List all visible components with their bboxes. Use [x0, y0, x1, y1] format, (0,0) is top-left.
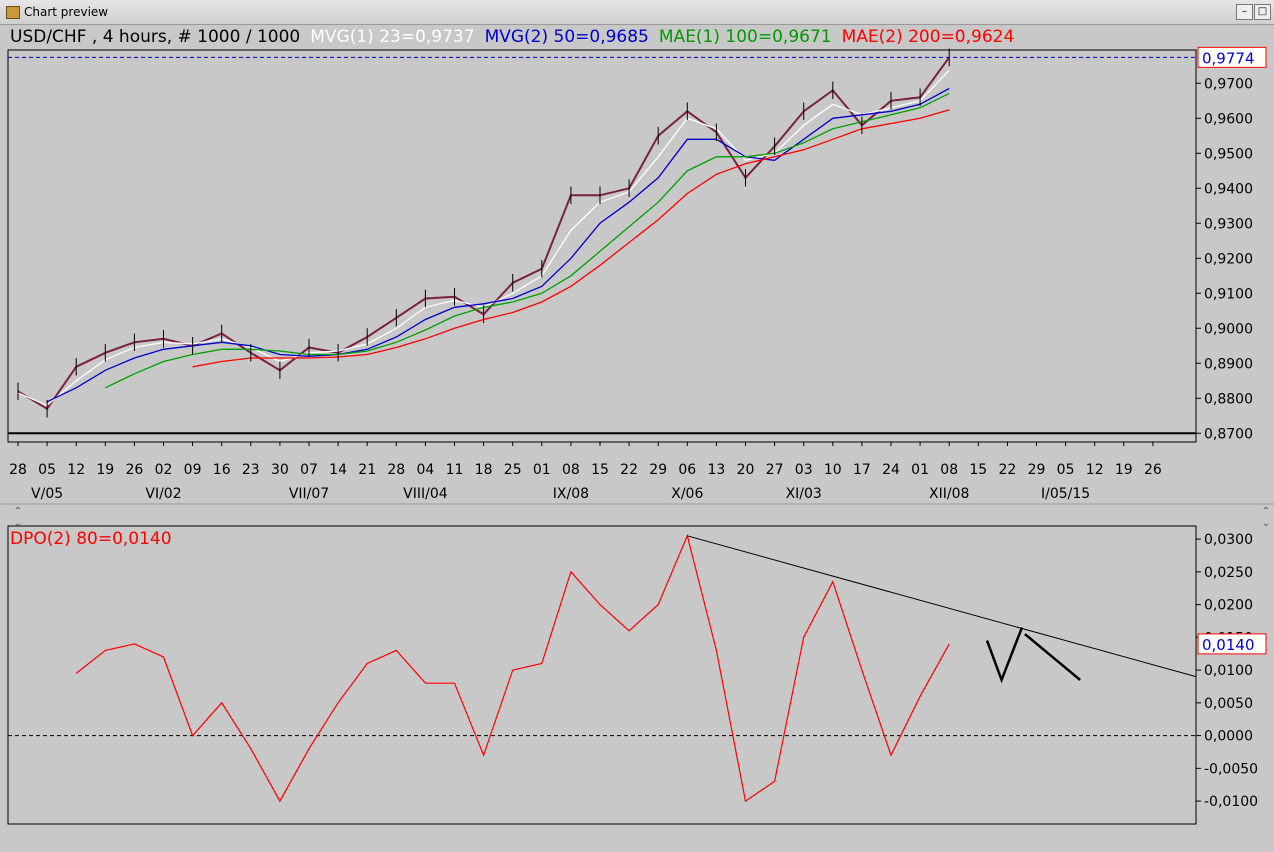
- minimize-button[interactable]: –: [1236, 4, 1253, 20]
- app-icon: [6, 6, 20, 19]
- collapse-up-icon: ⌃: [1262, 506, 1270, 517]
- x-month-tick-label: XII/08: [929, 486, 969, 502]
- x-day-tick-label: 25: [504, 462, 522, 478]
- x-month-tick-label: VII/07: [289, 486, 329, 502]
- x-month-tick-label: VIII/04: [403, 486, 448, 502]
- mae1-line: [105, 92, 950, 389]
- dpo-y-tick-label: 0,0000: [1204, 729, 1253, 745]
- dpo-y-tick-label: 0,0300: [1204, 532, 1253, 548]
- x-day-tick-label: 22: [620, 462, 638, 478]
- x-day-tick-label: 18: [475, 462, 493, 478]
- x-day-tick-label: 20: [737, 462, 755, 478]
- x-day-tick-label: 12: [67, 462, 85, 478]
- current-dpo-label: 0,0140: [1202, 636, 1255, 654]
- current-dpo-box: [1197, 633, 1267, 655]
- x-day-tick-label: 08: [562, 462, 580, 478]
- x-day-tick-label: 07: [300, 462, 318, 478]
- price-legend-item: USD/CHF , 4 hours, # 1000 / 1000: [10, 27, 300, 47]
- x-day-tick-label: 06: [678, 462, 696, 478]
- price-y-tick-label: 0,9400: [1204, 181, 1253, 197]
- dpo-legend: DPO(2) 80=0,0140: [10, 529, 172, 549]
- collapse-down-icon: ⌄: [14, 518, 22, 529]
- price-legend-item: MAE(1) 100=0,9671: [659, 27, 832, 47]
- x-day-tick-label: 03: [795, 462, 813, 478]
- x-month-tick-label: VI/02: [145, 486, 181, 502]
- mae2-line: [192, 109, 950, 368]
- price-y-tick-label: 0,8900: [1204, 356, 1253, 372]
- x-day-tick-label: 09: [184, 462, 202, 478]
- x-month-tick-label: IX/08: [553, 486, 589, 502]
- x-day-tick-label: 10: [824, 462, 842, 478]
- x-day-tick-label: 29: [649, 462, 667, 478]
- projection-stroke: [1024, 633, 1081, 681]
- price-y-tick-label: 0,8700: [1204, 426, 1253, 442]
- chart-canvas[interactable]: ⌃⌄⌃⌄USD/CHF , 4 hours, # 1000 / 1000 MVG(…: [0, 24, 1274, 852]
- x-month-tick-label: XI/03: [786, 486, 822, 502]
- current-price-box: [1197, 46, 1267, 68]
- x-month-tick-label: I/05/15: [1041, 486, 1090, 502]
- x-day-tick-label: 01: [911, 462, 929, 478]
- x-day-tick-label: 24: [882, 462, 900, 478]
- x-day-tick-label: 08: [940, 462, 958, 478]
- mvg2-line: [46, 87, 950, 403]
- price-legend-item: MAE(2) 200=0,9624: [842, 27, 1015, 47]
- price-y-tick-label: 0,9200: [1204, 251, 1253, 267]
- dpo-y-tick-label: 0,0050: [1204, 696, 1253, 712]
- x-day-tick-label: 17: [853, 462, 871, 478]
- x-day-tick-label: 23: [242, 462, 260, 478]
- x-day-tick-label: 04: [416, 462, 434, 478]
- dpo-plot-area: [7, 525, 1197, 825]
- x-day-tick-label: 21: [358, 462, 376, 478]
- x-day-tick-label: 01: [533, 462, 551, 478]
- collapse-up-icon: ⌃: [14, 506, 22, 517]
- x-day-tick-label: 05: [38, 462, 56, 478]
- dpo-y-tick-label: -0,0100: [1204, 794, 1258, 810]
- window-titlebar: Chart preview – □: [0, 0, 1274, 25]
- x-day-tick-label: 27: [766, 462, 784, 478]
- dpo-y-tick-label: -0,0050: [1204, 761, 1258, 777]
- price-legend-item: MVG(2) 50=0,9685: [485, 27, 649, 47]
- price-y-tick-label: 0,9000: [1204, 321, 1253, 337]
- price-y-tick-label: 0,9600: [1204, 111, 1253, 127]
- price-y-tick-label: 0,9300: [1204, 216, 1253, 232]
- price-points: [17, 48, 950, 418]
- price-plot-area: [7, 49, 1197, 443]
- price-y-tick-label: 0,9500: [1204, 146, 1253, 162]
- price-y-tick-label: 0,9100: [1204, 286, 1253, 302]
- x-day-tick-label: 26: [125, 462, 143, 478]
- x-day-tick-label: 15: [969, 462, 987, 478]
- x-month-tick-label: X/06: [671, 486, 703, 502]
- x-day-tick-label: 28: [387, 462, 405, 478]
- x-day-tick-label: 14: [329, 462, 347, 478]
- maximize-button[interactable]: □: [1254, 4, 1271, 20]
- trend-line: [687, 535, 1197, 678]
- projection-stroke: [985, 627, 1024, 684]
- window-title: Chart preview: [24, 5, 109, 19]
- x-day-tick-label: 05: [1057, 462, 1075, 478]
- x-day-tick-label: 30: [271, 462, 289, 478]
- x-month-tick-label: V/05: [31, 486, 63, 502]
- dpo-y-tick-label: 0,0100: [1204, 663, 1253, 679]
- x-day-tick-label: 02: [155, 462, 173, 478]
- x-day-tick-label: 19: [1115, 462, 1133, 478]
- x-day-tick-label: 28: [9, 462, 27, 478]
- collapse-down-icon: ⌄: [1262, 518, 1270, 529]
- x-day-tick-label: 11: [446, 462, 464, 478]
- x-day-tick-label: 26: [1144, 462, 1162, 478]
- price-y-tick-label: 0,9700: [1204, 76, 1253, 92]
- dpo-y-tick-label: 0,0250: [1204, 565, 1253, 581]
- dpo-y-tick-label: 0,0200: [1204, 598, 1253, 614]
- dpo-line: [75, 533, 950, 803]
- x-day-tick-label: 12: [1086, 462, 1104, 478]
- x-day-tick-label: 15: [591, 462, 609, 478]
- price-y-tick-label: 0,8800: [1204, 391, 1253, 407]
- x-day-tick-label: 19: [96, 462, 114, 478]
- current-price-label: 0,9774: [1202, 49, 1255, 67]
- x-day-tick-label: 13: [707, 462, 725, 478]
- price-legend-item: MVG(1) 23=0,9737: [310, 27, 474, 47]
- x-day-tick-label: 22: [998, 462, 1016, 478]
- x-day-tick-label: 16: [213, 462, 231, 478]
- x-day-tick-label: 29: [1028, 462, 1046, 478]
